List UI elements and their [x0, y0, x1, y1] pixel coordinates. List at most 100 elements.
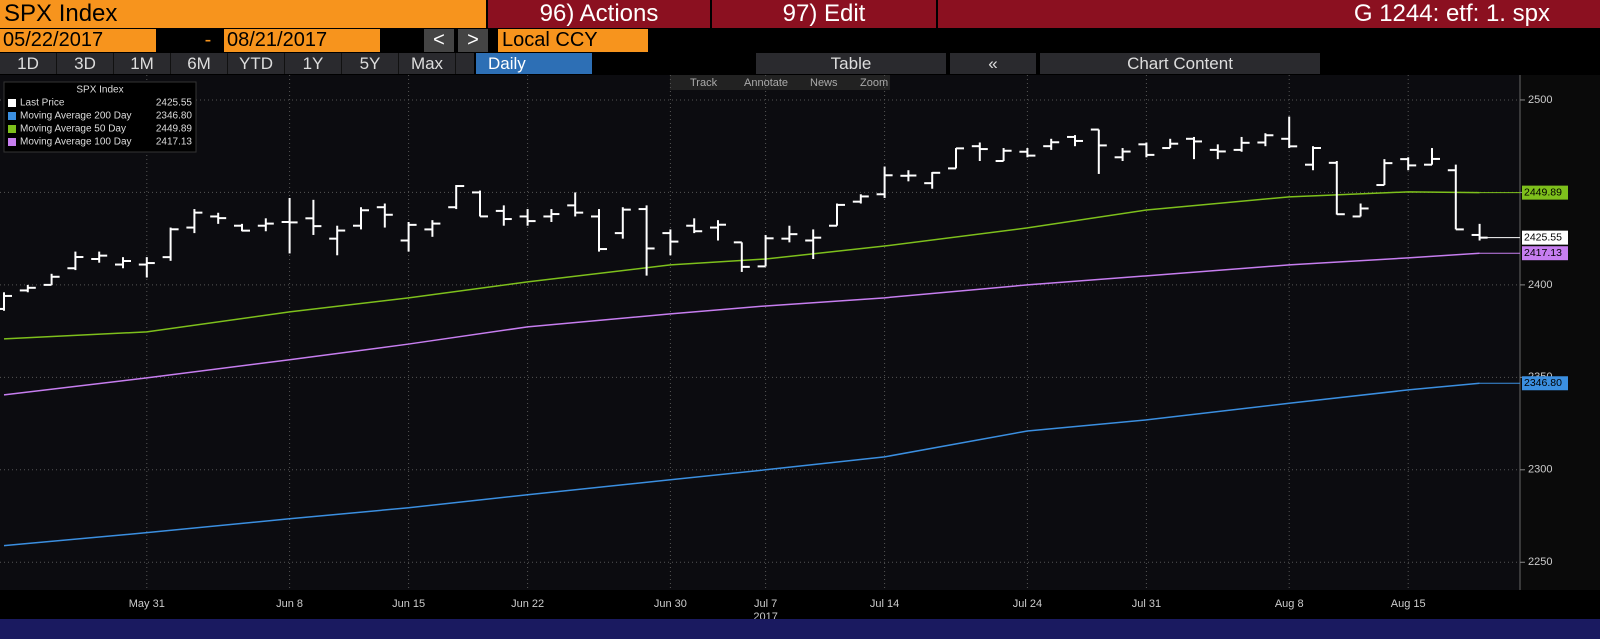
- ohlc-bar: [1067, 135, 1083, 147]
- period-button[interactable]: 1D: [0, 53, 57, 74]
- chart-content[interactable]: Chart Content: [1040, 53, 1320, 74]
- ohlc-bar: [543, 209, 560, 223]
- ohlc-bar: [0, 292, 12, 311]
- y-tick-label: 2500: [1528, 94, 1552, 106]
- x-tick-label: Jun 22: [511, 598, 544, 610]
- ohlc-bar: [1376, 159, 1393, 187]
- legend-bg: [3, 81, 197, 153]
- y-tick-label: 2400: [1528, 279, 1552, 291]
- tool-button: Annotate: [744, 77, 788, 89]
- ohlc-bar: [638, 205, 655, 276]
- ohlc-bar: [1138, 142, 1155, 158]
- legend-value: 2417.13: [156, 137, 193, 148]
- ohlc-bar: [210, 212, 227, 224]
- ohlc-bar: [162, 227, 179, 261]
- legend-value: 2346.80: [156, 111, 193, 122]
- start-date[interactable]: 05/22/2017: [0, 29, 156, 52]
- ohlc-bar: [1424, 148, 1440, 166]
- next-button[interactable]: >: [458, 29, 488, 52]
- x-tick-label: Jul 24: [1013, 598, 1042, 610]
- edit-menu[interactable]: 97) Edit: [712, 0, 936, 28]
- y-tick-label: 2250: [1528, 556, 1552, 568]
- ohlc-bar: [1352, 203, 1369, 218]
- x-tick-label: Jul 14: [870, 598, 899, 610]
- ohlc-bar: [472, 190, 488, 218]
- security[interactable]: SPX Index: [0, 0, 486, 28]
- ohlc-bar: [19, 284, 36, 293]
- period-button[interactable]: 1M: [114, 53, 171, 74]
- ohlc-bar: [1328, 160, 1345, 216]
- ohlc-bar: [1281, 116, 1298, 149]
- axis-background: [1520, 75, 1600, 590]
- ohlc-bar: [710, 220, 726, 241]
- ohlc-bar: [67, 251, 84, 271]
- legend-label: Last Price: [20, 98, 65, 109]
- tool-button: Zoom: [860, 77, 888, 89]
- ohlc-bar: [829, 203, 845, 227]
- period-button[interactable]: 3D: [57, 53, 114, 74]
- last-value-label: 2449.89: [1524, 186, 1562, 198]
- period-button[interactable]: Max: [399, 53, 456, 74]
- legend-title: SPX Index: [76, 85, 123, 96]
- x-tick-label: Jun 30: [654, 598, 687, 610]
- ohlc-bar: [424, 220, 441, 237]
- ohlc-bar: [1186, 136, 1202, 160]
- bottom-strip: [0, 619, 1600, 639]
- ohlc-bar: [1209, 144, 1226, 160]
- plot-background: [0, 75, 1520, 590]
- tool-button: News: [810, 77, 838, 89]
- legend-swatch: [8, 112, 16, 120]
- ohlc-bar: [757, 234, 774, 268]
- last-value-flag: [1522, 246, 1568, 261]
- prev-button[interactable]: <: [424, 29, 454, 52]
- end-date[interactable]: 08/21/2017: [224, 29, 380, 52]
- ohlc-bar: [305, 199, 322, 235]
- ohlc-bar: [567, 192, 584, 217]
- y-tick-label: 2300: [1528, 464, 1552, 476]
- ohlc-bar: [852, 194, 869, 204]
- ohlc-bar: [1114, 148, 1131, 161]
- frequency[interactable]: Daily: [476, 53, 592, 74]
- last-value-label: 2425.55: [1524, 231, 1562, 243]
- ohlc-bar: [781, 225, 798, 243]
- last-value-label: 2417.13: [1524, 247, 1562, 259]
- last-value-flag: [1522, 376, 1568, 391]
- ohlc-bar: [805, 229, 822, 259]
- ohlc-bar: [91, 251, 108, 263]
- ohlc-bar: [1305, 146, 1321, 171]
- ohlc-bar: [1257, 133, 1274, 147]
- ohlc-bar: [948, 147, 964, 170]
- ohlc-bar: [376, 203, 393, 228]
- tool-button: Track: [690, 77, 718, 89]
- legend-value: 2425.55: [156, 98, 193, 109]
- moving-average-line: [3, 252, 1480, 396]
- date-separator: -: [204, 29, 212, 51]
- ohlc-bar: [733, 241, 750, 272]
- period-button[interactable]: YTD: [228, 53, 285, 74]
- ohlc-bar: [614, 207, 631, 239]
- ohlc-bar: [995, 148, 1012, 162]
- period-buttons: 1D 3D 1M 6M YTD 1Y 5Y Max: [0, 53, 474, 74]
- period-button[interactable]: 1Y: [285, 53, 342, 74]
- ohlc-bar: [1447, 164, 1464, 231]
- ohlc-bar: [662, 229, 679, 256]
- table-button[interactable]: Table: [756, 53, 946, 74]
- actions-menu[interactable]: 96) Actions: [488, 0, 710, 28]
- ohlc-bar: [1043, 138, 1060, 150]
- x-tick-label: Aug 8: [1275, 598, 1304, 610]
- period-button[interactable]: 6M: [171, 53, 228, 74]
- legend-label: Moving Average 50 Day: [20, 124, 126, 135]
- x-tick-label: Jul 31: [1132, 598, 1161, 610]
- x-tick-label: Jun 8: [276, 598, 303, 610]
- ohlc-bar: [591, 209, 607, 252]
- collapse-button[interactable]: «: [950, 53, 1036, 74]
- ohlc-bar: [186, 209, 203, 234]
- ohlc-bar: [900, 170, 917, 182]
- legend-label: Moving Average 200 Day: [20, 111, 132, 122]
- currency[interactable]: Local CCY: [498, 29, 648, 52]
- ohlc-bar: [971, 142, 988, 161]
- period-button[interactable]: 5Y: [342, 53, 399, 74]
- ohlc-bar: [876, 166, 893, 198]
- ohlc-bar: [686, 218, 703, 234]
- tool-strip-bg: [670, 75, 890, 90]
